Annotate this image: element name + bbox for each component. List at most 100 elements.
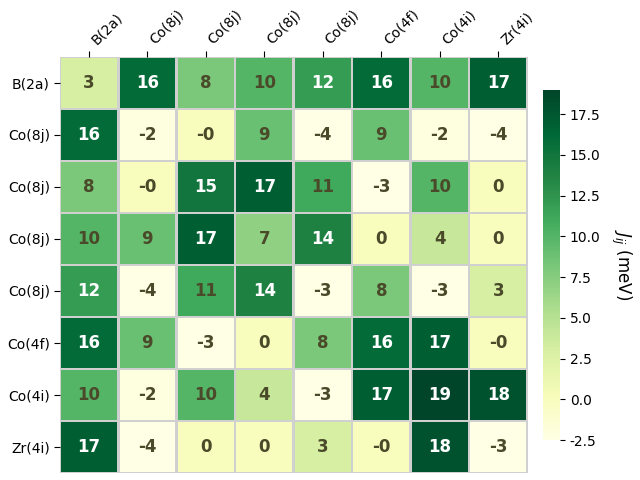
FancyBboxPatch shape [120, 214, 175, 264]
Text: -0: -0 [372, 438, 390, 456]
FancyBboxPatch shape [61, 266, 116, 316]
FancyBboxPatch shape [61, 162, 116, 212]
Text: 3: 3 [492, 282, 504, 300]
FancyBboxPatch shape [353, 110, 409, 160]
Text: 11: 11 [195, 282, 218, 300]
FancyBboxPatch shape [120, 370, 175, 420]
FancyBboxPatch shape [295, 266, 351, 316]
Text: 12: 12 [77, 282, 100, 300]
Text: 9: 9 [141, 334, 153, 352]
FancyBboxPatch shape [470, 266, 526, 316]
FancyBboxPatch shape [295, 110, 351, 160]
Text: 17: 17 [77, 438, 100, 456]
FancyBboxPatch shape [120, 422, 175, 472]
FancyBboxPatch shape [237, 370, 292, 420]
Text: 12: 12 [311, 74, 334, 92]
FancyBboxPatch shape [470, 422, 526, 472]
FancyBboxPatch shape [353, 370, 409, 420]
Text: -3: -3 [314, 282, 332, 300]
Text: 17: 17 [428, 334, 451, 352]
FancyBboxPatch shape [412, 266, 468, 316]
Text: -2: -2 [431, 126, 449, 144]
FancyBboxPatch shape [237, 214, 292, 264]
Text: -2: -2 [138, 386, 157, 404]
Text: 17: 17 [370, 386, 393, 404]
Text: -3: -3 [489, 438, 508, 456]
Text: 19: 19 [428, 386, 451, 404]
Text: -4: -4 [138, 438, 157, 456]
FancyBboxPatch shape [470, 214, 526, 264]
Text: -4: -4 [138, 282, 157, 300]
FancyBboxPatch shape [237, 58, 292, 108]
Text: 16: 16 [77, 126, 100, 144]
FancyBboxPatch shape [120, 162, 175, 212]
Text: 8: 8 [83, 178, 95, 196]
FancyBboxPatch shape [61, 422, 116, 472]
Text: 0: 0 [376, 230, 387, 248]
Text: -3: -3 [431, 282, 449, 300]
FancyBboxPatch shape [237, 318, 292, 368]
FancyBboxPatch shape [295, 422, 351, 472]
Text: -0: -0 [196, 126, 215, 144]
Text: 0: 0 [200, 438, 212, 456]
Text: 9: 9 [141, 230, 153, 248]
FancyBboxPatch shape [412, 318, 468, 368]
FancyBboxPatch shape [412, 162, 468, 212]
Text: 10: 10 [77, 386, 100, 404]
FancyBboxPatch shape [412, 58, 468, 108]
Text: -0: -0 [138, 178, 156, 196]
FancyBboxPatch shape [412, 370, 468, 420]
Text: 0: 0 [259, 438, 270, 456]
Text: 0: 0 [259, 334, 270, 352]
Text: 8: 8 [317, 334, 328, 352]
FancyBboxPatch shape [470, 110, 526, 160]
Text: -2: -2 [138, 126, 157, 144]
Text: 17: 17 [253, 178, 276, 196]
Text: 9: 9 [376, 126, 387, 144]
Text: -4: -4 [314, 126, 332, 144]
FancyBboxPatch shape [353, 422, 409, 472]
FancyBboxPatch shape [237, 162, 292, 212]
Text: 10: 10 [428, 74, 451, 92]
Text: 10: 10 [428, 178, 451, 196]
FancyBboxPatch shape [295, 214, 351, 264]
Text: 15: 15 [195, 178, 218, 196]
FancyBboxPatch shape [470, 318, 526, 368]
FancyBboxPatch shape [120, 58, 175, 108]
FancyBboxPatch shape [61, 318, 116, 368]
FancyBboxPatch shape [470, 58, 526, 108]
Text: 17: 17 [486, 74, 510, 92]
FancyBboxPatch shape [178, 370, 234, 420]
Text: 3: 3 [83, 74, 95, 92]
FancyBboxPatch shape [353, 58, 409, 108]
Text: 10: 10 [195, 386, 218, 404]
Text: 0: 0 [493, 178, 504, 196]
FancyBboxPatch shape [412, 110, 468, 160]
FancyBboxPatch shape [178, 214, 234, 264]
FancyBboxPatch shape [353, 318, 409, 368]
FancyBboxPatch shape [412, 214, 468, 264]
Text: 16: 16 [370, 334, 393, 352]
FancyBboxPatch shape [237, 266, 292, 316]
Text: 9: 9 [259, 126, 270, 144]
Text: 11: 11 [311, 178, 334, 196]
FancyBboxPatch shape [295, 162, 351, 212]
FancyBboxPatch shape [61, 214, 116, 264]
FancyBboxPatch shape [470, 162, 526, 212]
Text: 4: 4 [259, 386, 270, 404]
FancyBboxPatch shape [295, 370, 351, 420]
FancyBboxPatch shape [295, 318, 351, 368]
Text: 18: 18 [428, 438, 451, 456]
FancyBboxPatch shape [237, 422, 292, 472]
Text: 8: 8 [200, 74, 212, 92]
Text: 10: 10 [77, 230, 100, 248]
Text: 14: 14 [253, 282, 276, 300]
FancyBboxPatch shape [178, 162, 234, 212]
FancyBboxPatch shape [178, 58, 234, 108]
Text: 3: 3 [317, 438, 328, 456]
FancyBboxPatch shape [178, 318, 234, 368]
Text: -0: -0 [489, 334, 508, 352]
FancyBboxPatch shape [295, 58, 351, 108]
FancyBboxPatch shape [120, 318, 175, 368]
FancyBboxPatch shape [178, 266, 234, 316]
